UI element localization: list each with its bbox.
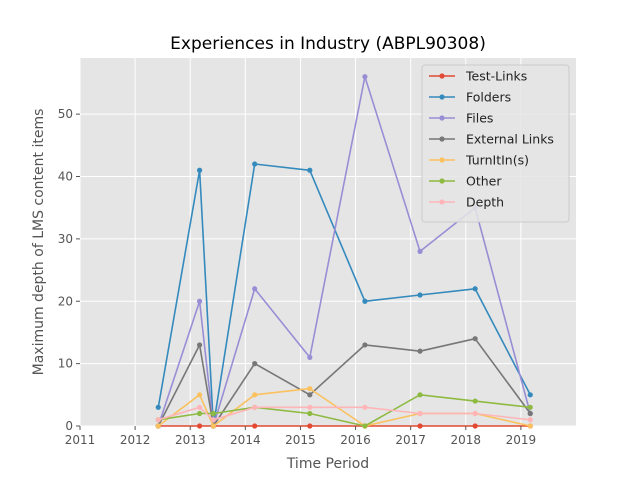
legend-label: Depth (466, 195, 504, 210)
legend-marker (439, 94, 445, 100)
legend-marker (439, 136, 445, 142)
chart-title: Experiences in Industry (ABPL90308) (170, 34, 486, 54)
legend-item: Files (429, 111, 493, 126)
data-point-other (196, 410, 203, 417)
data-point-external-links (196, 342, 203, 348)
data-point-turnitin-s (196, 392, 203, 398)
x-tick-label: 2016 (340, 433, 371, 447)
series-folders (155, 161, 533, 429)
data-point-test-links (307, 423, 313, 429)
data-point-depth (210, 417, 216, 423)
data-point-external-links (362, 342, 368, 348)
data-point-files (417, 248, 423, 254)
data-point-folders (472, 286, 478, 292)
legend-marker (439, 115, 445, 121)
y-axis: 0 10 20 30 40 50 (58, 107, 80, 433)
data-point-other (472, 398, 478, 404)
legend-label: Test-Links (465, 69, 527, 84)
data-point-files (307, 354, 313, 360)
x-tick-label: 2012 (120, 433, 151, 447)
legend-marker (439, 178, 445, 184)
legend-marker (439, 199, 445, 205)
x-axis: 2011 2012 2013 2014 2015 2016 2017 2018 2019 (65, 426, 536, 447)
data-point-turnitin-s (527, 423, 533, 429)
legend-label: Files (466, 111, 493, 126)
data-point-depth (362, 404, 368, 410)
x-axis-label: Time Period (286, 456, 369, 472)
y-tick-label: 50 (58, 107, 73, 121)
legend: Test-Links Folders Files External Links Turn… (421, 64, 570, 223)
data-point-files (362, 74, 368, 80)
grid (79, 58, 576, 427)
data-point-folders (252, 161, 258, 167)
legend-label: TurnItIn(s) (465, 153, 529, 168)
data-point-folders (155, 404, 161, 410)
legend-box (421, 64, 570, 223)
data-point-depth (252, 404, 258, 410)
data-point-external-links (417, 348, 423, 354)
legend-item: External Links (429, 132, 554, 147)
legend-item: TurnItIn(s) (429, 153, 529, 168)
legend-marker (439, 73, 445, 79)
data-point-files (252, 286, 258, 292)
data-point-depth (155, 417, 161, 423)
legend-item: Depth (429, 195, 504, 210)
legend-item: Folders (429, 90, 511, 105)
y-axis-label: Maximum depth of LMS content items (31, 109, 47, 376)
data-point-folders (362, 298, 368, 304)
data-point-depth (307, 404, 313, 410)
x-tick-label: 2013 (175, 433, 206, 447)
data-point-depth (472, 410, 478, 417)
data-point-folders (527, 392, 533, 398)
data-point-folders (307, 167, 313, 173)
data-point-folders (417, 292, 423, 298)
data-point-test-links (417, 423, 423, 429)
y-tick-label: 10 (58, 357, 73, 371)
data-point-turnitin-s (155, 423, 161, 429)
data-point-folders (196, 167, 203, 173)
series-depth (155, 404, 533, 423)
x-tick-label: 2017 (395, 433, 426, 447)
legend-marker (439, 157, 445, 163)
x-tick-label: 2018 (451, 433, 482, 447)
data-point-other (362, 423, 368, 429)
data-point-external-links (307, 392, 313, 398)
x-tick-label: 2011 (65, 433, 96, 447)
legend-label: Other (466, 174, 502, 189)
data-point-test-links (252, 423, 258, 429)
data-point-other (527, 404, 533, 410)
x-tick-label: 2019 (506, 433, 537, 447)
data-point-other (417, 392, 423, 398)
y-tick-label: 0 (65, 419, 73, 433)
data-point-depth (196, 404, 203, 410)
y-tick-label: 40 (58, 170, 73, 184)
data-point-turnitin-s (252, 392, 258, 398)
legend-item: Test-Links (429, 69, 527, 84)
data-point-external-links (527, 410, 533, 417)
data-point-test-links (196, 423, 203, 429)
data-point-turnitin-s (210, 423, 216, 429)
data-point-external-links (472, 336, 478, 342)
data-point-test-links (472, 423, 478, 429)
data-point-files (196, 298, 203, 304)
legend-label: External Links (466, 132, 554, 147)
y-tick-label: 20 (58, 294, 73, 308)
data-point-other (307, 410, 313, 417)
data-point-external-links (252, 361, 258, 367)
legend-label: Folders (466, 90, 511, 105)
x-tick-label: 2015 (285, 433, 316, 447)
legend-item: Other (429, 174, 502, 189)
data-point-other (210, 410, 216, 417)
y-tick-label: 30 (58, 232, 73, 246)
data-point-turnitin-s (307, 385, 313, 392)
x-tick-label: 2014 (230, 433, 261, 447)
data-point-depth (527, 417, 533, 423)
data-point-depth (417, 410, 423, 417)
